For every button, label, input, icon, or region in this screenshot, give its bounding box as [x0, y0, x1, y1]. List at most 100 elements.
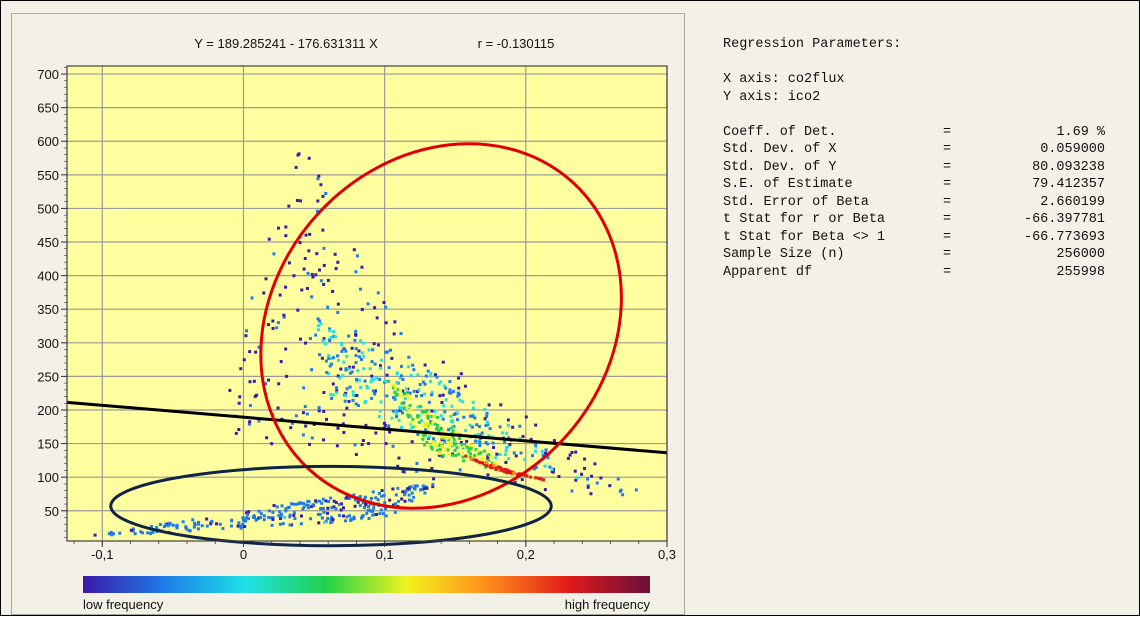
density-cell	[471, 400, 475, 404]
density-cell	[521, 434, 525, 438]
density-cell	[340, 502, 344, 506]
density-cell	[374, 431, 378, 435]
density-cell	[422, 433, 426, 437]
density-cell	[314, 333, 318, 337]
density-cell	[267, 509, 271, 513]
density-cell	[365, 511, 369, 515]
density-cell	[410, 499, 414, 503]
density-cell	[93, 533, 97, 537]
density-cell	[540, 449, 544, 453]
density-cell	[271, 517, 275, 521]
density-cell	[303, 257, 307, 261]
scatter-density-chart: Y = 189.285241 - 176.631311 X r = -0.130…	[37, 36, 676, 612]
density-cell	[483, 417, 487, 421]
density-cell	[372, 378, 376, 382]
density-cell	[379, 508, 383, 512]
density-cell	[336, 354, 340, 358]
density-cell	[301, 433, 305, 437]
param-label: Coeff. of Det.	[723, 124, 837, 140]
density-cell	[448, 441, 452, 445]
density-cell	[329, 336, 333, 340]
density-cell	[435, 448, 439, 452]
density-cell	[296, 308, 300, 312]
density-cell	[424, 374, 428, 378]
density-cell	[480, 461, 484, 465]
density-cell	[409, 408, 413, 412]
density-cell	[360, 351, 364, 355]
density-cell	[393, 390, 397, 394]
density-cell	[448, 434, 452, 438]
density-cell	[349, 518, 353, 522]
density-cell	[275, 505, 279, 509]
density-cell	[441, 360, 445, 364]
density-cell	[447, 428, 451, 432]
density-cell	[461, 400, 465, 404]
density-cell	[586, 477, 590, 481]
density-cell	[363, 497, 367, 501]
density-cell	[393, 510, 397, 514]
density-cell	[417, 388, 421, 392]
density-cell	[371, 509, 375, 513]
density-cell	[423, 491, 427, 495]
density-cell	[287, 261, 291, 265]
density-cell	[444, 398, 448, 402]
density-cell	[310, 272, 314, 276]
density-cell	[252, 379, 256, 383]
density-cell	[426, 369, 430, 373]
param-value: 1.69 %	[1056, 124, 1105, 140]
density-cell	[257, 345, 261, 349]
density-cell	[363, 495, 367, 499]
density-cell	[284, 507, 288, 511]
density-cell	[507, 436, 511, 440]
density-cell	[391, 444, 395, 448]
density-cell	[309, 517, 313, 521]
param-label: t Stat for Beta <> 1	[723, 229, 886, 245]
density-cell	[423, 382, 427, 386]
density-cell	[478, 444, 482, 448]
density-cell	[305, 412, 309, 416]
density-cell	[330, 515, 334, 519]
density-cell	[191, 518, 195, 522]
density-cell	[424, 423, 428, 427]
density-cell	[391, 487, 395, 491]
density-cell	[490, 461, 494, 465]
x-tick-label: 0,2	[517, 547, 535, 562]
density-cell	[391, 409, 395, 413]
density-cell	[453, 448, 457, 452]
density-cell	[275, 326, 279, 330]
density-cell	[534, 423, 538, 427]
density-cell	[294, 502, 298, 506]
density-cell	[332, 330, 336, 334]
param-row: Sample Size (n) = 256000	[723, 247, 1105, 265]
density-cell	[336, 302, 340, 306]
x-tick-label: -0,1	[91, 547, 113, 562]
density-cell	[262, 518, 266, 522]
density-cell	[430, 466, 434, 470]
density-cell	[352, 248, 356, 252]
density-cell	[314, 273, 318, 277]
density-cell	[384, 350, 388, 354]
density-cell	[356, 369, 360, 373]
density-cell	[364, 423, 368, 427]
density-cell	[336, 374, 340, 378]
density-cell	[271, 510, 275, 514]
density-cell	[363, 379, 367, 383]
density-cell	[342, 430, 346, 434]
density-cell	[454, 442, 458, 446]
param-row: Std. Dev. of X = 0.059000	[723, 142, 1105, 160]
density-cell	[407, 493, 411, 497]
density-cell	[455, 411, 459, 415]
density-cell	[552, 439, 556, 443]
density-cell	[342, 413, 346, 417]
density-cell	[504, 449, 508, 453]
param-row: Coeff. of Det. = 1.69 %	[723, 125, 1105, 143]
density-cell	[416, 415, 420, 419]
density-cell	[371, 389, 375, 393]
density-cell	[491, 441, 495, 445]
density-cell	[439, 435, 443, 439]
density-cell	[292, 511, 296, 515]
density-cell	[404, 391, 408, 395]
density-cell	[429, 380, 433, 384]
density-cell	[484, 461, 488, 465]
density-cell	[412, 487, 416, 491]
